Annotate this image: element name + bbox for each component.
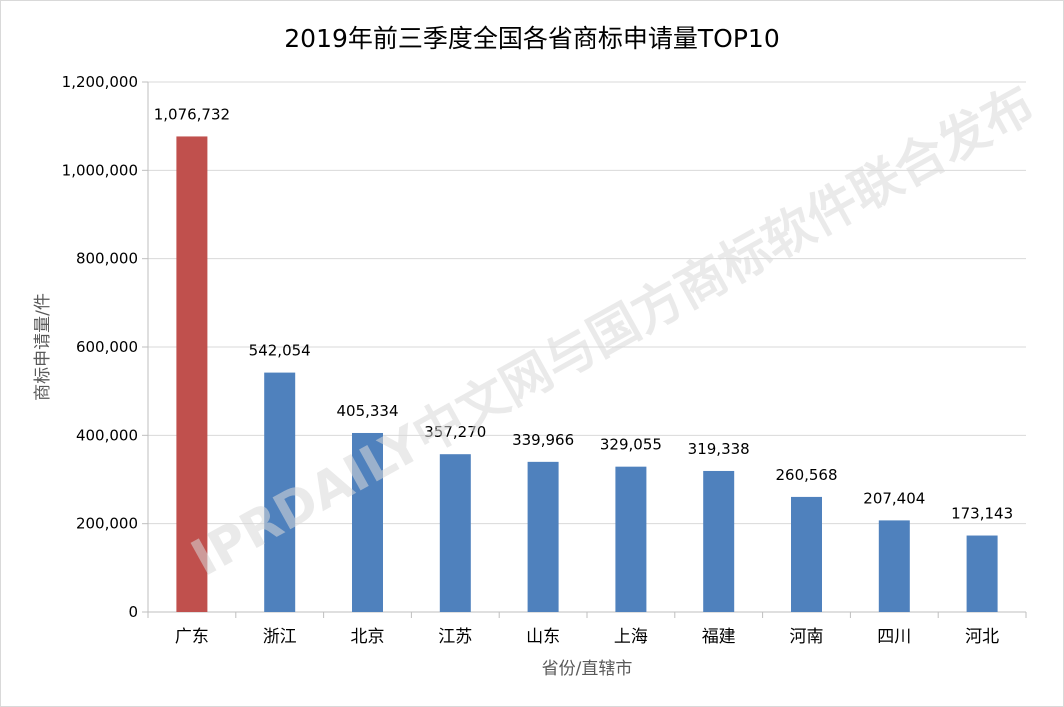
bar: [703, 470, 735, 612]
chart-title: 2019年前三季度全国各省商标申请量TOP10: [284, 24, 780, 53]
data-label: 405,334: [336, 402, 398, 420]
data-label: 173,143: [951, 505, 1013, 523]
data-label: 260,568: [775, 466, 837, 484]
y-tick-label: 0: [128, 603, 138, 621]
bar: [878, 520, 910, 612]
bar: [439, 454, 471, 612]
data-label: 542,054: [249, 342, 311, 360]
x-tick-label: 浙江: [263, 627, 297, 647]
bar: [264, 372, 296, 612]
bar: [615, 466, 647, 612]
y-axis-title: 商标申请量/件: [33, 293, 53, 401]
x-tick-label: 四川: [877, 627, 911, 647]
bar: [176, 136, 208, 612]
bar: [966, 535, 998, 612]
x-tick-label: 山东: [526, 627, 560, 647]
watermark-text: IPRDAILY中文网与国方商标软件联合发布: [182, 75, 1043, 588]
bar: [527, 461, 559, 612]
bar: [791, 496, 822, 612]
y-tick-label: 600,000: [76, 338, 138, 356]
data-label: 329,055: [600, 436, 662, 454]
x-tick-label: 江苏: [438, 627, 472, 647]
x-tick-label: 上海: [614, 627, 648, 647]
x-tick-label: 河南: [790, 627, 824, 647]
data-label: 357,270: [424, 423, 486, 441]
data-label: 319,338: [688, 440, 750, 458]
y-tick-label: 800,000: [76, 250, 138, 268]
x-tick-label: 福建: [702, 627, 736, 647]
y-tick-label: 1,200,000: [62, 73, 138, 91]
y-tick-label: 400,000: [76, 426, 138, 444]
y-tick-label: 1,000,000: [62, 161, 138, 179]
y-tick-label: 200,000: [76, 515, 138, 533]
x-tick-label: 河北: [965, 627, 999, 647]
bar: [352, 432, 383, 612]
x-tick-label: 广东: [175, 627, 209, 647]
data-label: 339,966: [512, 431, 574, 449]
x-tick-label: 北京: [351, 627, 385, 647]
data-label: 1,076,732: [154, 105, 230, 123]
data-label: 207,404: [863, 489, 925, 507]
x-axis-title: 省份/直辖市: [542, 659, 633, 679]
